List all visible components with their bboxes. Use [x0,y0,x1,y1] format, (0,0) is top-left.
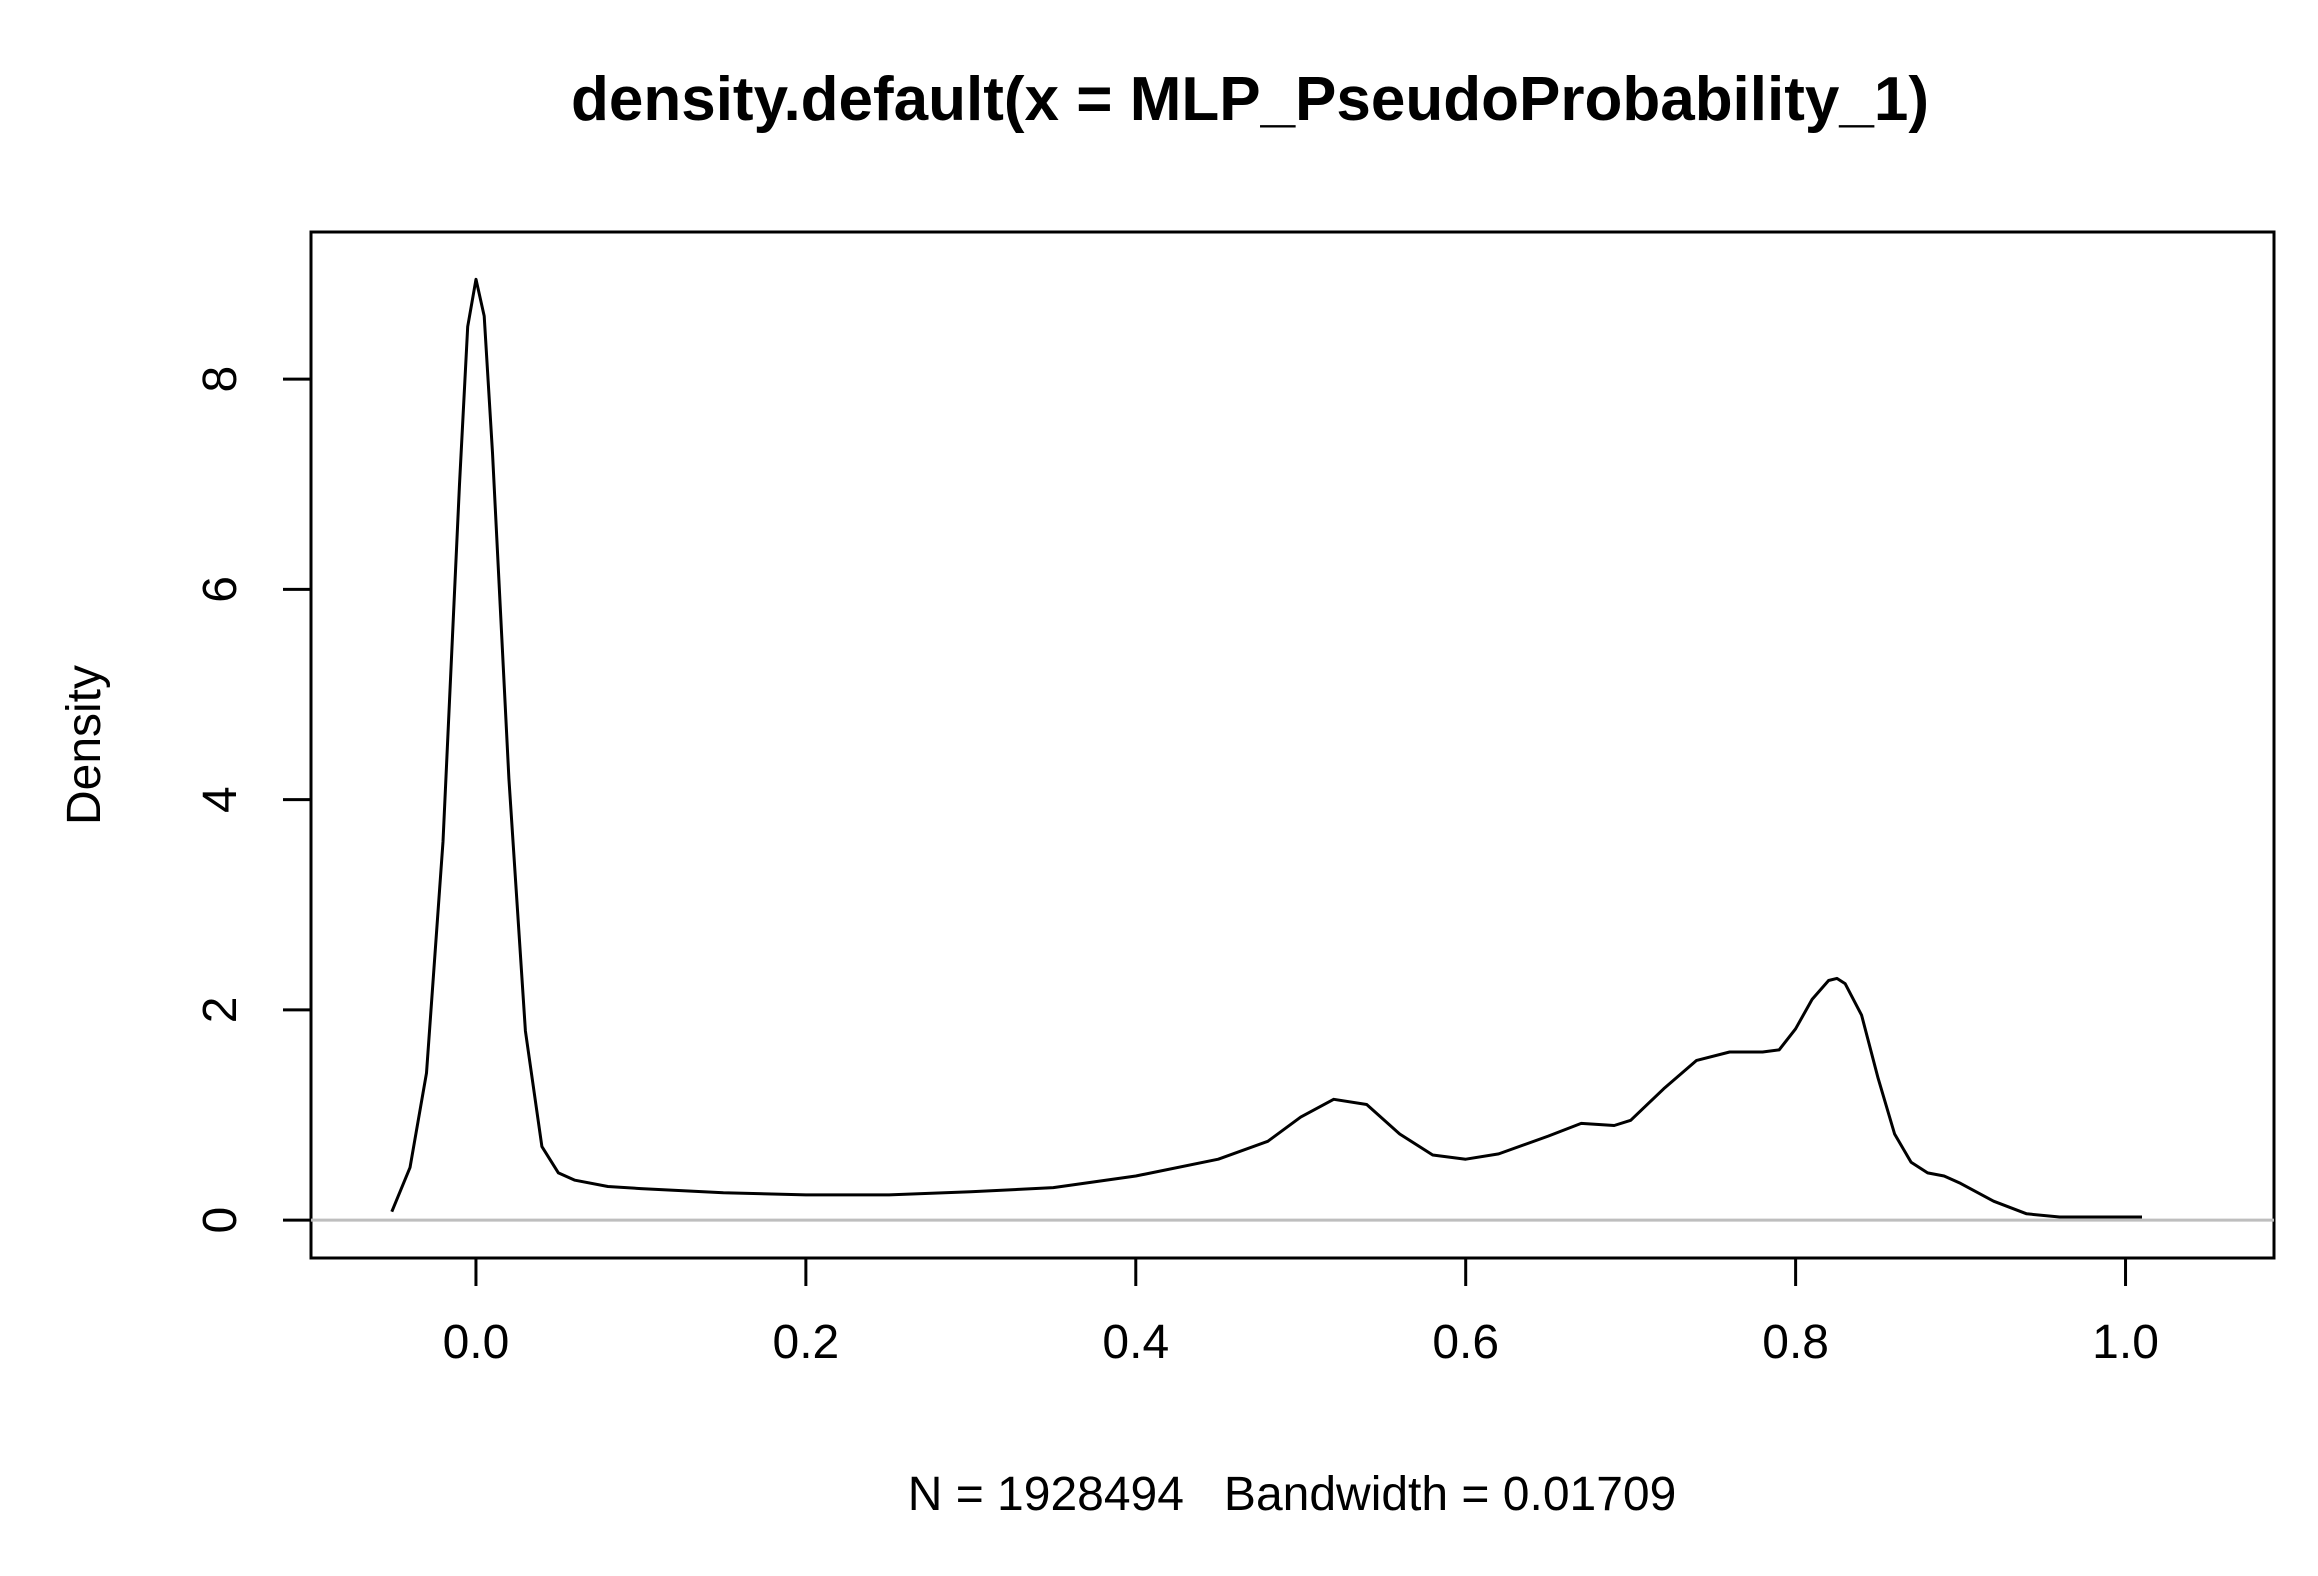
y-tick-label: 8 [194,366,247,393]
y-tick-label: 0 [194,1207,247,1234]
x-tick-label: 0.6 [1432,1316,1499,1369]
y-axis: 0 2 4 6 8 [194,366,313,1234]
plot-frame [309,230,2276,1260]
x-axis-label: N = 1928494 Bandwidth = 0.01709 [908,1468,1677,1521]
x-tick-label: 1.0 [2092,1316,2159,1369]
y-tick-label: 2 [194,997,247,1024]
plot-area [311,277,2274,1222]
density-curve [390,277,2142,1219]
y-axis-label: Density [58,665,111,825]
x-tick-label: 0.2 [773,1316,840,1369]
chart-title: density.default(x = MLP_PseudoProbabilit… [571,65,1929,134]
x-tick-label: 0.4 [1102,1316,1169,1369]
y-tick-label: 6 [194,576,247,603]
x-tick-label: 0.0 [443,1316,510,1369]
x-tick-label: 0.8 [1762,1316,1829,1369]
y-tick-label: 4 [194,786,247,813]
x-axis: 0.0 0.2 0.4 0.6 0.8 1.0 [443,1256,2159,1369]
